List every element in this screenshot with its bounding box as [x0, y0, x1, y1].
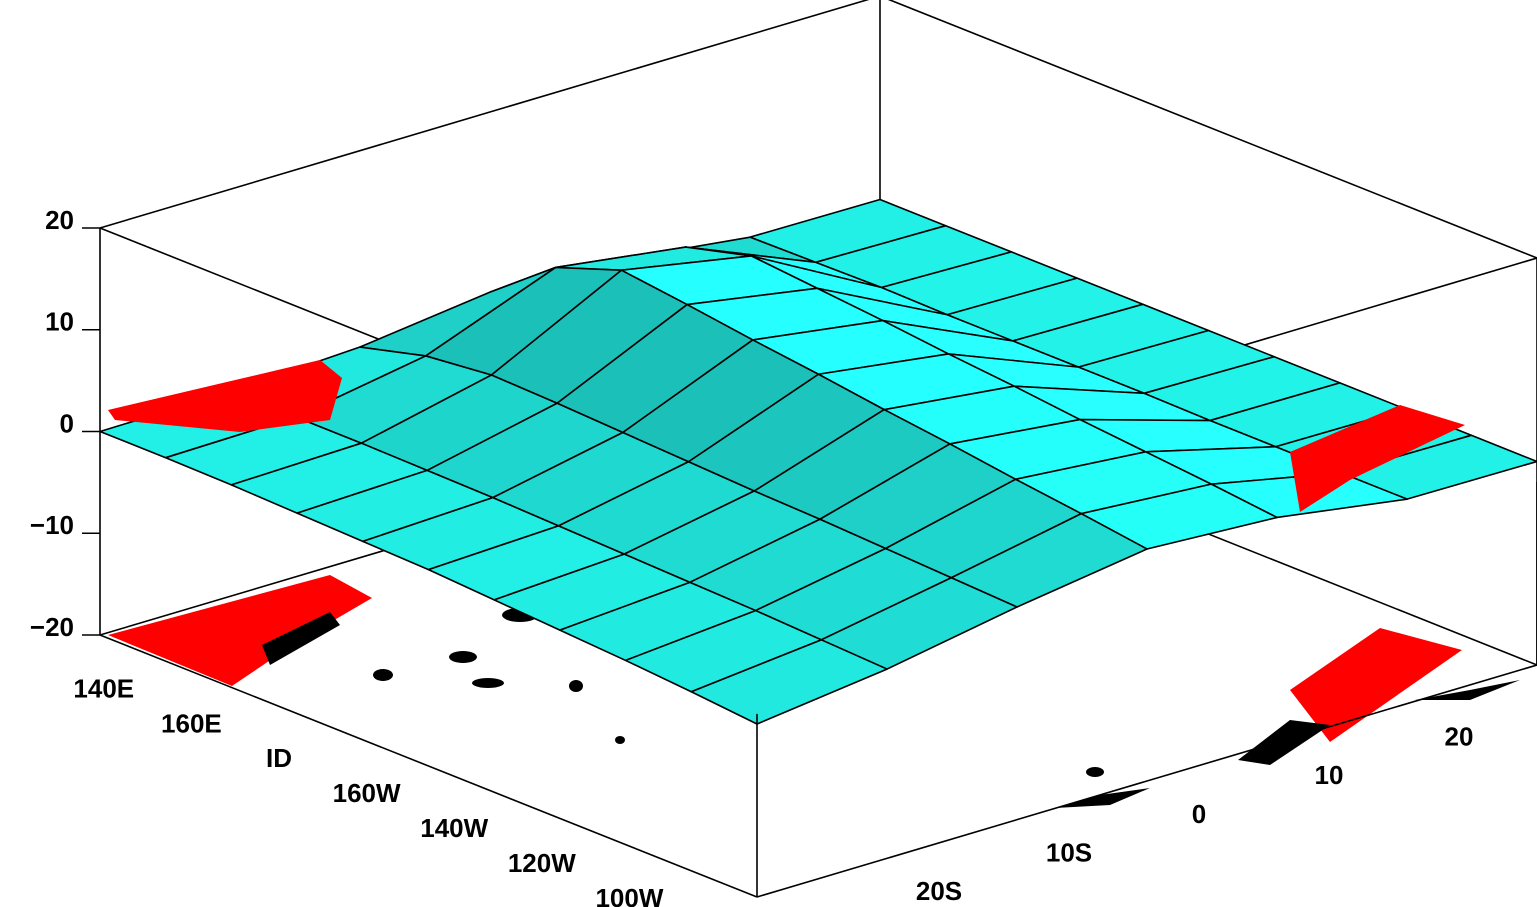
box-edge — [887, 0, 1537, 259]
island — [615, 736, 625, 744]
x-tick-label: 100W — [595, 883, 663, 907]
x-tick-label: 120W — [508, 848, 576, 878]
coast — [1238, 720, 1330, 765]
island — [569, 680, 583, 692]
x-tick-label: 140E — [73, 673, 134, 703]
x-tick-label: 140W — [420, 813, 488, 843]
z-tick-label: 0 — [60, 408, 74, 438]
land — [108, 360, 342, 432]
overlay: −20 −10 0 10 20 140E 160E ID 160W 140W 120W 100W 20S… — [30, 205, 1537, 907]
y-tick-label: 0 — [1192, 799, 1206, 829]
z-tick-label: −10 — [30, 510, 74, 540]
coast — [1415, 680, 1520, 700]
surface-cell — [690, 639, 888, 725]
box-edge — [99, 0, 870, 229]
z-tick-label: −20 — [30, 612, 74, 642]
island — [1086, 767, 1104, 777]
land-decoration — [108, 575, 1520, 808]
coast — [1055, 788, 1150, 808]
coast — [262, 612, 340, 665]
box-edge — [99, 634, 758, 898]
land-shadow — [108, 575, 372, 686]
land-shadow — [1290, 628, 1462, 742]
surface — [99, 198, 1537, 725]
box-edge — [756, 664, 1537, 898]
z-tick-label: 20 — [45, 205, 74, 235]
y-tick-label: 10S — [1046, 838, 1092, 868]
land — [1290, 405, 1465, 512]
island — [472, 678, 504, 688]
y-tick-label: 20S — [916, 876, 962, 906]
x-tick-label: 160W — [333, 778, 401, 808]
x-tick-label: 160E — [161, 708, 222, 738]
x-tick-label: ID — [266, 743, 292, 773]
z-tick-label: 10 — [45, 307, 74, 337]
island — [373, 669, 393, 681]
island — [449, 651, 477, 663]
y-tick-label: 20 — [1445, 722, 1474, 752]
y-tick-label: 10 — [1315, 760, 1344, 790]
